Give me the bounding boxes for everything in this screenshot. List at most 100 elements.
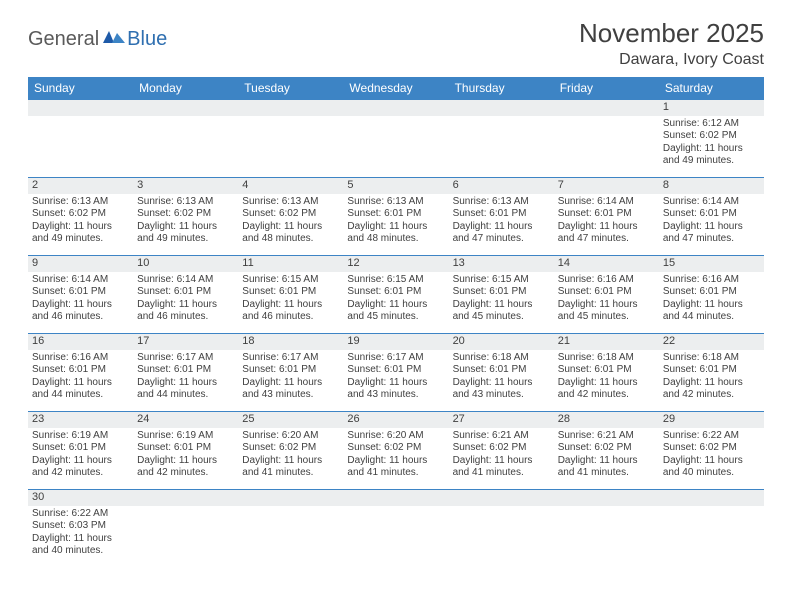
calendar-cell: 16Sunrise: 6:16 AMSunset: 6:01 PMDayligh…	[28, 334, 133, 412]
sunrise-text: Sunrise: 6:13 AM	[453, 196, 550, 209]
sunrise-text: Sunrise: 6:13 AM	[32, 196, 129, 209]
sunrise-text: Sunrise: 6:21 AM	[558, 430, 655, 443]
day-number: 20	[449, 334, 554, 350]
sunset-text: Sunset: 6:01 PM	[137, 286, 234, 299]
calendar-cell	[133, 100, 238, 178]
daylight-text: Daylight: 11 hours and 42 minutes.	[558, 377, 655, 402]
day-number: 28	[554, 412, 659, 428]
calendar-cell	[659, 490, 764, 568]
day-number: 30	[28, 490, 133, 506]
day-number: 21	[554, 334, 659, 350]
calendar-row: 23Sunrise: 6:19 AMSunset: 6:01 PMDayligh…	[28, 412, 764, 490]
calendar-cell: 5Sunrise: 6:13 AMSunset: 6:01 PMDaylight…	[343, 178, 448, 256]
day-number: 8	[659, 178, 764, 194]
day-number: 4	[238, 178, 343, 194]
day-number: 29	[659, 412, 764, 428]
calendar-cell: 22Sunrise: 6:18 AMSunset: 6:01 PMDayligh…	[659, 334, 764, 412]
sunset-text: Sunset: 6:02 PM	[242, 208, 339, 221]
sunset-text: Sunset: 6:01 PM	[137, 442, 234, 455]
day-number	[238, 490, 343, 506]
day-header: Tuesday	[238, 77, 343, 100]
sunset-text: Sunset: 6:01 PM	[453, 364, 550, 377]
calendar-row: 16Sunrise: 6:16 AMSunset: 6:01 PMDayligh…	[28, 334, 764, 412]
calendar-cell	[238, 100, 343, 178]
sunset-text: Sunset: 6:01 PM	[32, 442, 129, 455]
daylight-text: Daylight: 11 hours and 40 minutes.	[32, 533, 129, 558]
calendar-row: 2Sunrise: 6:13 AMSunset: 6:02 PMDaylight…	[28, 178, 764, 256]
sunrise-text: Sunrise: 6:14 AM	[32, 274, 129, 287]
sunrise-text: Sunrise: 6:12 AM	[663, 118, 760, 131]
daylight-text: Daylight: 11 hours and 49 minutes.	[663, 143, 760, 168]
day-header: Thursday	[449, 77, 554, 100]
sunrise-text: Sunrise: 6:13 AM	[347, 196, 444, 209]
day-number	[449, 100, 554, 116]
daylight-text: Daylight: 11 hours and 41 minutes.	[558, 455, 655, 480]
sunset-text: Sunset: 6:01 PM	[663, 208, 760, 221]
sunrise-text: Sunrise: 6:15 AM	[242, 274, 339, 287]
day-number	[343, 100, 448, 116]
sunset-text: Sunset: 6:02 PM	[137, 208, 234, 221]
sunrise-text: Sunrise: 6:15 AM	[347, 274, 444, 287]
calendar-cell: 3Sunrise: 6:13 AMSunset: 6:02 PMDaylight…	[133, 178, 238, 256]
daylight-text: Daylight: 11 hours and 46 minutes.	[137, 299, 234, 324]
calendar-cell: 10Sunrise: 6:14 AMSunset: 6:01 PMDayligh…	[133, 256, 238, 334]
title-block: November 2025 Dawara, Ivory Coast	[579, 18, 764, 69]
calendar-cell: 14Sunrise: 6:16 AMSunset: 6:01 PMDayligh…	[554, 256, 659, 334]
header: General Blue November 2025 Dawara, Ivory…	[28, 18, 764, 69]
calendar-cell	[238, 490, 343, 568]
daylight-text: Daylight: 11 hours and 49 minutes.	[137, 221, 234, 246]
calendar-cell: 1Sunrise: 6:12 AMSunset: 6:02 PMDaylight…	[659, 100, 764, 178]
day-number	[133, 490, 238, 506]
sunset-text: Sunset: 6:01 PM	[347, 208, 444, 221]
calendar-cell: 28Sunrise: 6:21 AMSunset: 6:02 PMDayligh…	[554, 412, 659, 490]
sunset-text: Sunset: 6:02 PM	[347, 442, 444, 455]
sunrise-text: Sunrise: 6:16 AM	[32, 352, 129, 365]
calendar-cell: 25Sunrise: 6:20 AMSunset: 6:02 PMDayligh…	[238, 412, 343, 490]
day-number: 25	[238, 412, 343, 428]
calendar-row: 9Sunrise: 6:14 AMSunset: 6:01 PMDaylight…	[28, 256, 764, 334]
sunrise-text: Sunrise: 6:14 AM	[663, 196, 760, 209]
sunset-text: Sunset: 6:02 PM	[663, 442, 760, 455]
calendar-cell: 19Sunrise: 6:17 AMSunset: 6:01 PMDayligh…	[343, 334, 448, 412]
daylight-text: Daylight: 11 hours and 47 minutes.	[558, 221, 655, 246]
sunset-text: Sunset: 6:01 PM	[32, 286, 129, 299]
calendar-cell: 11Sunrise: 6:15 AMSunset: 6:01 PMDayligh…	[238, 256, 343, 334]
day-number	[28, 100, 133, 116]
day-number: 3	[133, 178, 238, 194]
daylight-text: Daylight: 11 hours and 43 minutes.	[453, 377, 550, 402]
sunset-text: Sunset: 6:03 PM	[32, 520, 129, 533]
calendar-cell: 27Sunrise: 6:21 AMSunset: 6:02 PMDayligh…	[449, 412, 554, 490]
day-number	[133, 100, 238, 116]
sunset-text: Sunset: 6:02 PM	[32, 208, 129, 221]
daylight-text: Daylight: 11 hours and 48 minutes.	[347, 221, 444, 246]
calendar-cell: 4Sunrise: 6:13 AMSunset: 6:02 PMDaylight…	[238, 178, 343, 256]
sunset-text: Sunset: 6:01 PM	[558, 364, 655, 377]
sunset-text: Sunset: 6:02 PM	[453, 442, 550, 455]
day-header-row: Sunday Monday Tuesday Wednesday Thursday…	[28, 77, 764, 100]
calendar-cell: 6Sunrise: 6:13 AMSunset: 6:01 PMDaylight…	[449, 178, 554, 256]
sunset-text: Sunset: 6:01 PM	[453, 286, 550, 299]
calendar-cell: 20Sunrise: 6:18 AMSunset: 6:01 PMDayligh…	[449, 334, 554, 412]
calendar-row: 1Sunrise: 6:12 AMSunset: 6:02 PMDaylight…	[28, 100, 764, 178]
location: Dawara, Ivory Coast	[579, 51, 764, 69]
sunrise-text: Sunrise: 6:19 AM	[137, 430, 234, 443]
daylight-text: Daylight: 11 hours and 42 minutes.	[137, 455, 234, 480]
day-number	[449, 490, 554, 506]
calendar-row: 30Sunrise: 6:22 AMSunset: 6:03 PMDayligh…	[28, 490, 764, 568]
day-header: Sunday	[28, 77, 133, 100]
sunset-text: Sunset: 6:01 PM	[32, 364, 129, 377]
calendar-cell: 23Sunrise: 6:19 AMSunset: 6:01 PMDayligh…	[28, 412, 133, 490]
daylight-text: Daylight: 11 hours and 42 minutes.	[32, 455, 129, 480]
sunrise-text: Sunrise: 6:20 AM	[347, 430, 444, 443]
day-number: 27	[449, 412, 554, 428]
calendar-cell	[343, 100, 448, 178]
day-number: 1	[659, 100, 764, 116]
day-header: Wednesday	[343, 77, 448, 100]
daylight-text: Daylight: 11 hours and 45 minutes.	[453, 299, 550, 324]
day-header: Friday	[554, 77, 659, 100]
day-header: Saturday	[659, 77, 764, 100]
day-number	[554, 100, 659, 116]
day-number: 23	[28, 412, 133, 428]
daylight-text: Daylight: 11 hours and 43 minutes.	[242, 377, 339, 402]
calendar-cell: 29Sunrise: 6:22 AMSunset: 6:02 PMDayligh…	[659, 412, 764, 490]
